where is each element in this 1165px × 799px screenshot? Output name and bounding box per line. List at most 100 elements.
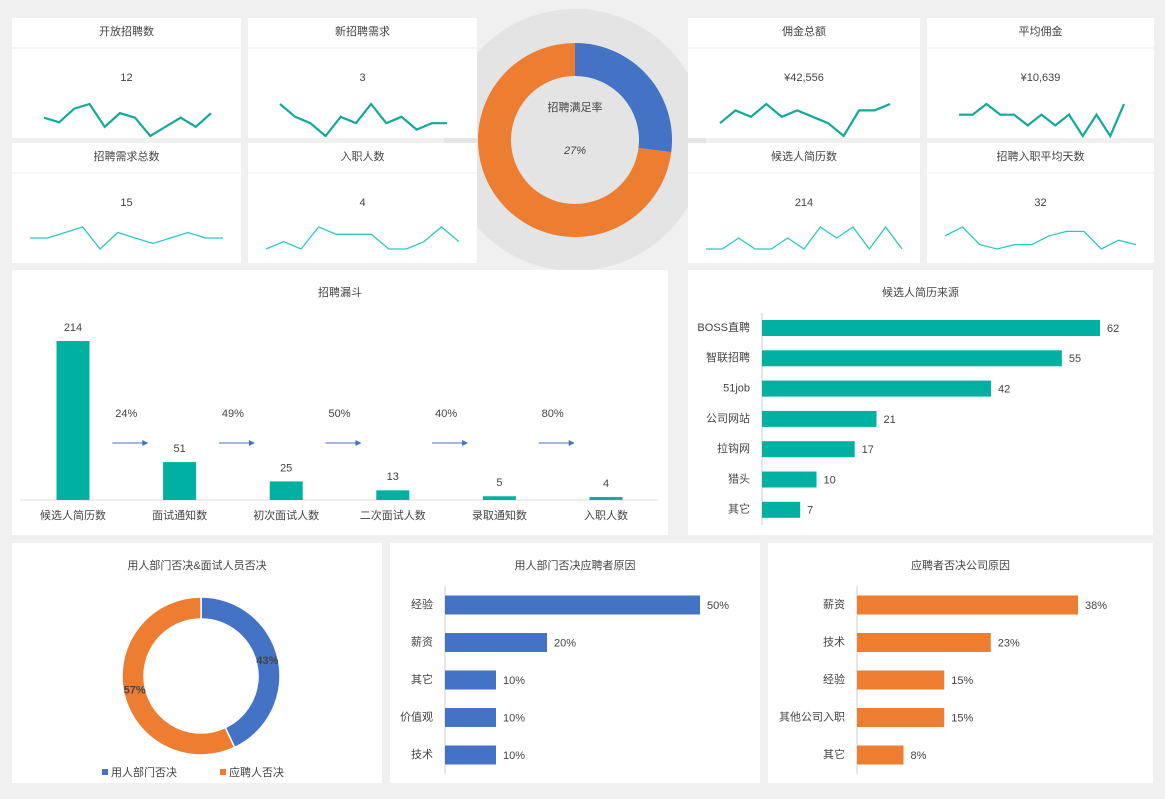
value-label: 62 [1107,323,1119,335]
kpi-card [927,143,1154,263]
bar [269,481,303,500]
kpi-label: 招聘入职平均天数 [997,149,1085,163]
panel [768,543,1153,783]
kpi-label: 新招聘需求 [335,24,390,38]
bar [445,670,496,690]
x-tick-label: 入职人数 [584,509,628,522]
y-tick-label: 51job [723,383,750,395]
kpi-label: 招聘需求总数 [94,149,160,163]
gauge-title: 招聘满足率 [548,100,603,114]
value-label: 43% [256,655,278,667]
kpi-label: 候选人简历数 [771,149,837,163]
value-label: 17 [862,444,874,456]
sparkline [43,102,212,138]
sparkline [959,102,1126,139]
value-label: 15% [951,675,973,687]
panel [688,270,1153,535]
conversion-rate: 40% [435,408,457,420]
bar [857,670,945,690]
value-label: 10% [503,750,525,762]
value-label: 214 [64,322,82,334]
value-label: 5 [496,477,502,489]
kpi-value: ¥10,639 [1020,72,1061,84]
bar [762,501,801,518]
bar [762,320,1100,336]
y-tick-label: 价值观 [400,710,433,723]
value-label: 42 [998,384,1010,396]
arrow-head [142,440,149,446]
y-tick-label: 经验 [411,597,433,611]
sparkline [944,226,1137,250]
gauge-label: 27% [563,145,586,157]
y-tick-label: 其它 [411,672,433,686]
bar [445,708,496,727]
sparkline [265,226,460,250]
legend-swatch [102,769,108,775]
kpi-label: 开放招聘数 [99,24,154,38]
arrow-head [568,440,575,446]
value-label: 38% [1085,600,1107,612]
bar [762,380,991,397]
bar [762,471,817,488]
gauge-segment [575,43,672,153]
y-tick-label: 技术 [411,748,433,761]
bar [762,441,855,458]
sparkline [279,102,447,138]
conversion-rate: 24% [115,408,137,420]
value-label: 55 [1069,353,1081,365]
y-tick-label: 拉钩网 [717,441,750,455]
kpi-label: 入职人数 [341,150,385,163]
x-tick-label: 初次面试人数 [253,508,319,522]
y-tick-label: 猎头 [728,471,750,485]
bar [762,350,1062,367]
sparkline [719,102,891,138]
y-tick-label: 薪资 [823,598,845,611]
bar [857,633,991,652]
sparkline [706,225,903,251]
value-label: 13 [387,471,399,483]
bar [56,341,90,500]
value-label: 15% [951,712,973,724]
bar [589,497,623,500]
value-label: 10% [503,675,525,687]
bar [762,410,877,427]
bar [163,462,197,500]
x-tick-label: 录取通知数 [472,508,527,522]
chart-title: 招聘漏斗 [318,285,362,299]
bar [482,496,516,500]
legend-label: 应聘人否决 [229,765,284,779]
chart-title: 应聘者否决公司原因 [911,558,1010,572]
pie-segment [121,596,236,756]
value-label: 7 [807,505,813,517]
value-label: 20% [554,637,576,649]
conversion-rate: 50% [328,408,350,420]
kpi-card [248,18,477,138]
kpi-card [688,143,920,263]
x-tick-label: 候选人简历数 [40,508,106,522]
bar [857,595,1078,615]
y-tick-label: BOSS直聘 [697,320,750,334]
value-label: 4 [603,478,609,490]
sparkline [30,226,223,250]
y-tick-label: 经验 [823,672,845,686]
chart-title: 用人部门否决应聘者原因 [515,558,636,572]
bar [445,595,700,615]
arrow-head [462,440,469,446]
kpi-value: 214 [795,197,813,209]
y-tick-label: 其它 [728,502,750,516]
kpi-card [12,18,241,138]
legend-label: 用人部门否决 [111,765,177,779]
value-label: 21 [883,414,895,426]
gauge-segment [478,43,672,237]
chart-title: 候选人简历来源 [882,285,959,299]
y-tick-label: 公司网站 [706,411,750,425]
kpi-label: 平均佣金 [1019,24,1063,38]
bar [857,708,945,727]
kpi-value: 12 [120,72,132,84]
kpi-card [927,18,1154,138]
kpi-value: 4 [359,197,365,209]
value-label: 50% [707,600,729,612]
arrow-head [248,440,255,446]
panel [12,270,668,535]
bar [857,745,904,765]
